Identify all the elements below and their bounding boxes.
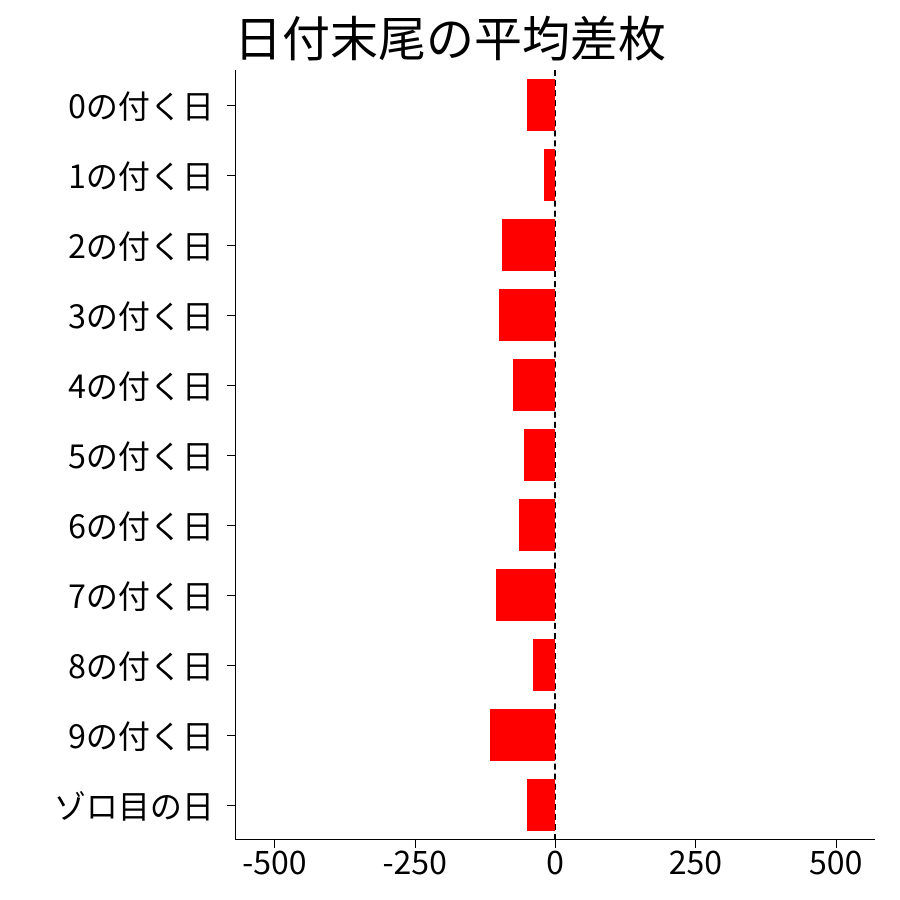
y-tick	[227, 105, 235, 106]
y-tick-label: 3の付く日	[68, 292, 221, 338]
bar	[502, 219, 555, 271]
y-tick-label: 9の付く日	[68, 712, 221, 758]
bar	[527, 79, 555, 131]
y-tick	[227, 595, 235, 596]
x-tick-label: 0	[546, 838, 564, 884]
bar	[524, 429, 555, 481]
bar	[499, 289, 555, 341]
y-tick	[227, 735, 235, 736]
y-tick	[227, 315, 235, 316]
x-tick-label: -500	[242, 838, 306, 884]
bar	[544, 149, 555, 201]
y-tick	[227, 665, 235, 666]
chart-container: 日付末尾の平均差枚 -500-25002505000の付く日 1の付く日 2の付…	[0, 0, 900, 900]
bar	[513, 359, 555, 411]
bar	[527, 779, 555, 831]
y-tick-label: 2の付く日	[68, 222, 221, 268]
y-tick	[227, 805, 235, 806]
y-tick-label: 7の付く日	[68, 572, 221, 618]
chart-title: 日付末尾の平均差枚	[0, 0, 900, 70]
bar	[496, 569, 555, 621]
y-tick	[227, 525, 235, 526]
y-tick-label: 6の付く日	[68, 502, 221, 548]
y-tick	[227, 455, 235, 456]
x-tick-label: 250	[669, 838, 722, 884]
y-tick	[227, 385, 235, 386]
y-tick	[227, 175, 235, 176]
plot-area: -500-25002505000の付く日 1の付く日 2の付く日 3の付く日 4…	[235, 70, 875, 840]
bar	[519, 499, 555, 551]
y-tick-label: 5の付く日	[68, 432, 221, 478]
y-tick-label: 0の付く日	[68, 82, 221, 128]
bar	[533, 639, 555, 691]
y-tick-label: 4の付く日	[68, 362, 221, 408]
x-tick-label: 500	[809, 838, 862, 884]
y-tick-label: ゾロ目の日	[54, 782, 221, 828]
y-axis-line	[235, 70, 236, 840]
y-tick	[227, 245, 235, 246]
y-tick-label: 8の付く日	[68, 642, 221, 688]
x-tick-label: -250	[382, 838, 446, 884]
y-tick-label: 1の付く日	[68, 152, 221, 198]
bar	[490, 709, 555, 761]
